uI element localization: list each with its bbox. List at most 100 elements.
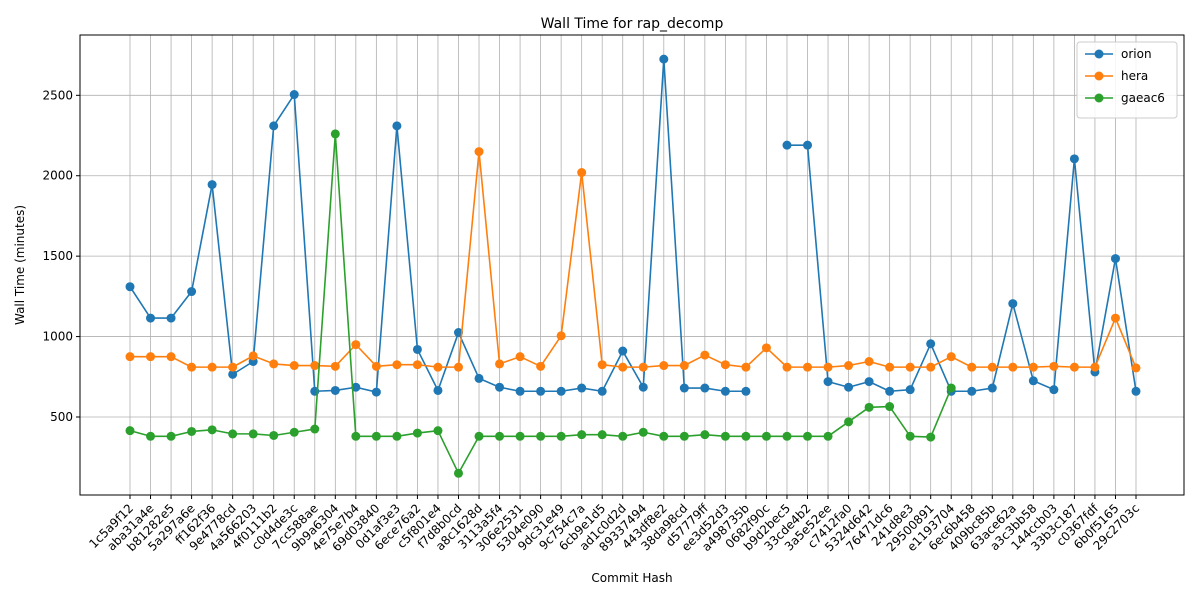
y-tick-label: 1000 (42, 330, 73, 344)
data-point-gaeac6 (905, 431, 915, 441)
data-point-hera (392, 360, 402, 370)
data-point-orion (618, 346, 628, 356)
data-point-hera (987, 362, 997, 372)
data-point-gaeac6 (803, 431, 813, 441)
data-point-hera (1110, 313, 1120, 323)
data-point-gaeac6 (351, 431, 361, 441)
data-point-hera (351, 340, 361, 350)
series-orion (125, 54, 1141, 397)
data-point-orion (146, 313, 156, 323)
data-point-hera (207, 362, 217, 372)
y-tick-label: 2500 (42, 88, 73, 102)
data-point-hera (1090, 362, 1100, 372)
data-point-orion (638, 382, 648, 392)
data-point-orion (885, 386, 895, 396)
data-point-orion (207, 180, 217, 190)
data-point-hera (1028, 362, 1038, 372)
data-point-hera (926, 362, 936, 372)
data-point-hera (289, 361, 299, 371)
data-point-gaeac6 (248, 429, 258, 439)
data-point-gaeac6 (946, 383, 956, 393)
x-axis-title: Commit Hash (591, 571, 672, 585)
data-point-gaeac6 (597, 430, 607, 440)
data-point-gaeac6 (536, 431, 546, 441)
data-point-hera (700, 350, 710, 360)
data-point-hera (864, 357, 874, 367)
data-point-gaeac6 (412, 428, 422, 438)
legend-marker (1094, 93, 1104, 103)
data-point-gaeac6 (618, 431, 628, 441)
data-point-gaeac6 (679, 431, 689, 441)
data-point-gaeac6 (187, 426, 197, 436)
data-point-hera (577, 168, 587, 178)
data-point-orion (228, 369, 238, 379)
chart-title: Wall Time for rap_decomp (541, 16, 724, 32)
data-point-orion (392, 121, 402, 131)
data-point-hera (803, 362, 813, 372)
data-point-hera (412, 360, 422, 370)
data-point-orion (412, 344, 422, 354)
data-point-orion (844, 382, 854, 392)
data-point-orion (1069, 154, 1079, 164)
data-point-orion (515, 386, 525, 396)
data-point-orion (289, 90, 299, 100)
data-point-hera (125, 352, 135, 362)
data-point-orion (700, 383, 710, 393)
data-point-gaeac6 (474, 431, 484, 441)
data-point-hera (474, 147, 484, 157)
data-point-orion (864, 377, 874, 387)
y-tick-label: 500 (50, 410, 73, 424)
data-point-gaeac6 (146, 431, 156, 441)
data-point-gaeac6 (700, 430, 710, 440)
data-point-hera (1069, 362, 1079, 372)
data-point-hera (556, 331, 566, 341)
data-point-hera (1008, 362, 1018, 372)
data-point-orion (987, 383, 997, 393)
data-point-orion (577, 383, 587, 393)
data-point-orion (330, 385, 340, 395)
data-point-hera (720, 360, 730, 370)
data-point-hera (679, 361, 689, 371)
plot-frame (79, 34, 1185, 496)
data-point-hera (146, 352, 156, 362)
data-point-orion (803, 140, 813, 150)
legend-item-hera: hera (1085, 69, 1148, 83)
data-point-orion (597, 386, 607, 396)
data-point-hera (946, 352, 956, 362)
data-point-hera (515, 352, 525, 362)
data-point-hera (187, 362, 197, 372)
data-point-hera (433, 362, 443, 372)
data-point-hera (166, 352, 176, 362)
data-point-gaeac6 (433, 426, 443, 436)
legend-label: gaeac6 (1121, 91, 1165, 105)
y-axis: 500 1000 1500 2000 2500 (42, 88, 80, 424)
data-point-orion (371, 387, 381, 397)
y-axis-title: Wall Time (minutes) (13, 205, 27, 325)
data-point-orion (823, 377, 833, 387)
data-point-gaeac6 (166, 431, 176, 441)
data-point-gaeac6 (515, 431, 525, 441)
data-point-hera (248, 351, 258, 361)
data-point-orion (782, 140, 792, 150)
data-point-hera (1049, 361, 1059, 371)
data-point-gaeac6 (453, 468, 463, 478)
legend: orion hera gaeac6 (1076, 41, 1178, 119)
data-point-hera (618, 362, 628, 372)
data-point-gaeac6 (289, 427, 299, 437)
data-point-gaeac6 (782, 431, 792, 441)
data-point-hera (885, 362, 895, 372)
data-point-hera (782, 362, 792, 372)
series-gaeac6 (125, 129, 956, 478)
data-point-hera (269, 359, 279, 369)
data-point-orion (659, 54, 669, 64)
data-point-orion (269, 121, 279, 131)
data-point-orion (679, 383, 689, 393)
data-point-gaeac6 (310, 424, 320, 434)
data-point-orion (433, 385, 443, 395)
x-axis: 1c5a9f12aba31a4eb81282e55a297a6eff162f36… (86, 495, 1142, 554)
data-point-orion (1110, 254, 1120, 264)
data-point-orion (1008, 299, 1018, 309)
data-point-hera (844, 361, 854, 371)
